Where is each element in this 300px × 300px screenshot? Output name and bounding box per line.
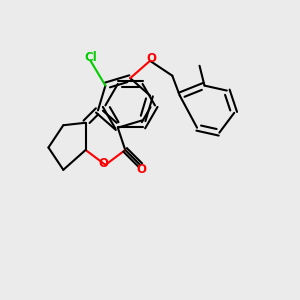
Text: O: O: [146, 52, 156, 65]
Text: O: O: [136, 163, 146, 176]
Text: Cl: Cl: [84, 51, 97, 64]
Text: O: O: [98, 157, 108, 170]
